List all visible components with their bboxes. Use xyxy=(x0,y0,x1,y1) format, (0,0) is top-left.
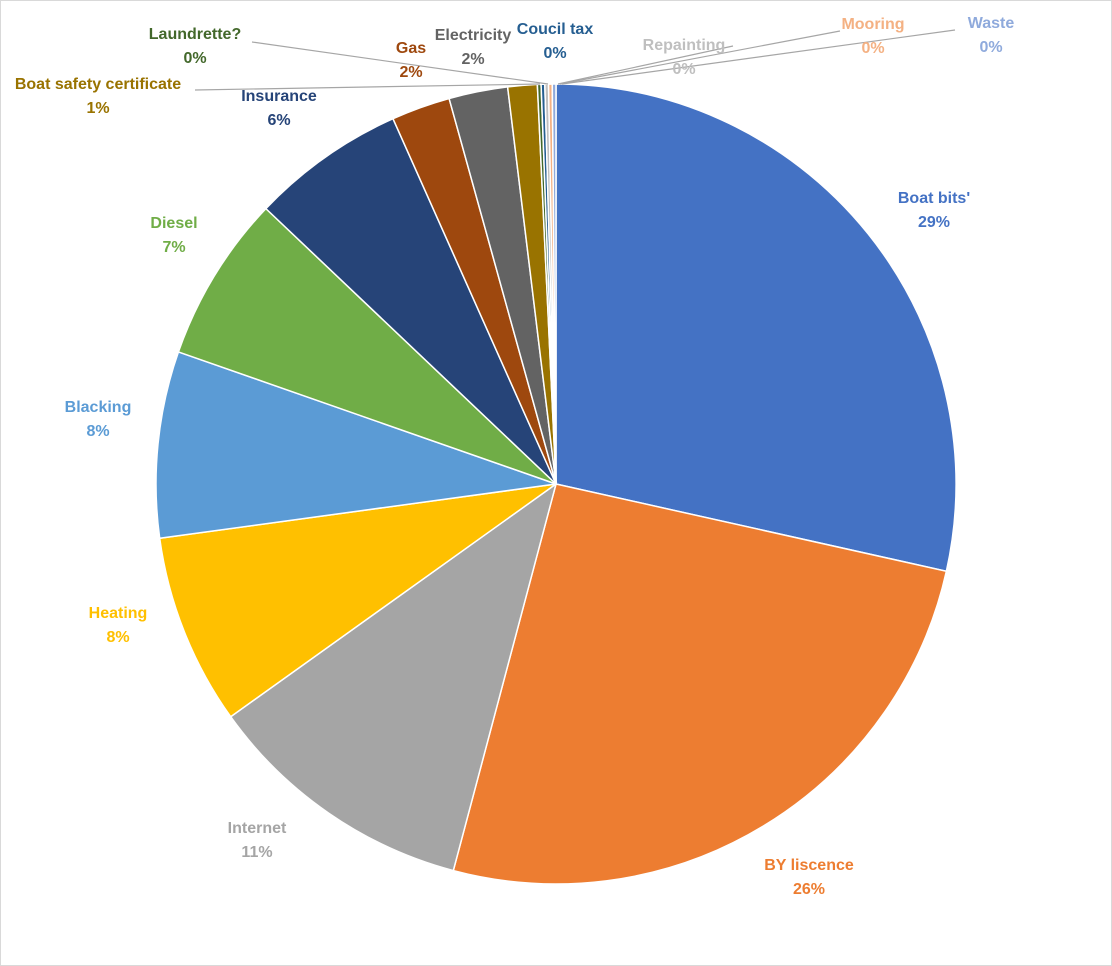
data-label-percentage: 26% xyxy=(793,881,825,898)
data-label-category: Blacking xyxy=(65,399,132,416)
pie-slice-diesel xyxy=(177,207,557,485)
data-label-percentage: 0% xyxy=(183,50,206,67)
data-label-percentage: 8% xyxy=(106,629,129,646)
data-label-percentage: 8% xyxy=(86,423,109,440)
leader-line-repainting xyxy=(557,45,734,85)
data-label-internet: Internet 11% xyxy=(228,820,287,861)
data-label-heating: Heating 8% xyxy=(89,605,148,646)
data-label-category: Gas xyxy=(396,40,426,57)
data-label-percentage: 11% xyxy=(241,844,272,861)
leader-line-laundrette xyxy=(251,41,549,85)
leader-line-mooring xyxy=(559,30,841,85)
data-label-percentage: 1% xyxy=(86,100,109,117)
data-label-category: Diesel xyxy=(150,215,197,232)
data-label-category: Mooring xyxy=(841,16,904,33)
data-label-category: Insurance xyxy=(241,88,317,105)
data-label-category: Boat safety certificate xyxy=(15,76,181,93)
data-label-waste: Waste 0% xyxy=(968,15,1015,56)
pie-slice-insurance xyxy=(264,117,557,485)
data-label-blacking: Blacking 8% xyxy=(65,399,132,440)
data-label-category: Internet xyxy=(228,820,287,837)
pie-slice-heating xyxy=(158,483,557,718)
pie-slice-blacking xyxy=(155,350,557,540)
data-label-boat-safety-certificate: Boat safety certificate 1% xyxy=(15,76,181,117)
pie-slice-by-liscence xyxy=(452,483,948,885)
data-label-percentage: 0% xyxy=(543,45,566,62)
data-label-boat-bits: Boat bits' 29% xyxy=(898,190,970,231)
data-label-category: Boat bits' xyxy=(898,190,970,207)
data-label-percentage: 0% xyxy=(979,39,1002,56)
data-label-category: Repainting xyxy=(643,37,726,54)
pie-slice-internet xyxy=(229,482,558,872)
pie-slices xyxy=(155,83,957,885)
data-labels: Boat bits' 29% BY liscence 26% Internet 11% He… xyxy=(15,15,1015,898)
data-label-electricity: Electricity 2% xyxy=(435,27,512,68)
data-label-mooring: Mooring 0% xyxy=(841,16,904,57)
data-label-percentage: 2% xyxy=(399,64,422,81)
data-label-percentage: 2% xyxy=(461,51,484,68)
data-label-gas: Gas 2% xyxy=(396,40,426,81)
data-label-repainting: Repainting 0% xyxy=(643,37,726,78)
data-label-percentage: 0% xyxy=(861,40,884,57)
data-label-coucil-tax: Coucil tax 0% xyxy=(517,21,594,62)
data-label-insurance: Insurance 6% xyxy=(241,88,317,129)
data-label-category: BY liscence xyxy=(764,857,854,874)
leader-line-waste xyxy=(561,29,956,85)
leader-line-boat-safety-certificate xyxy=(194,83,541,91)
data-label-diesel: Diesel 7% xyxy=(150,215,197,256)
data-label-percentage: 29% xyxy=(918,214,950,231)
data-label-laundrette: Laundrette? 0% xyxy=(149,26,241,67)
data-label-category: Coucil tax xyxy=(517,21,594,38)
data-label-category: Laundrette? xyxy=(149,26,241,43)
data-label-percentage: 6% xyxy=(267,112,290,129)
data-label-by-liscence: BY liscence 26% xyxy=(764,857,854,898)
data-label-category: Electricity xyxy=(435,27,512,44)
data-label-category: Waste xyxy=(968,15,1015,32)
pie-slice-waste xyxy=(551,83,557,485)
pie-slice-boat-bits xyxy=(555,83,957,573)
data-label-percentage: 7% xyxy=(162,239,185,256)
leader-lines xyxy=(194,29,956,91)
data-label-percentage: 0% xyxy=(672,61,695,78)
data-label-category: Heating xyxy=(89,605,148,622)
